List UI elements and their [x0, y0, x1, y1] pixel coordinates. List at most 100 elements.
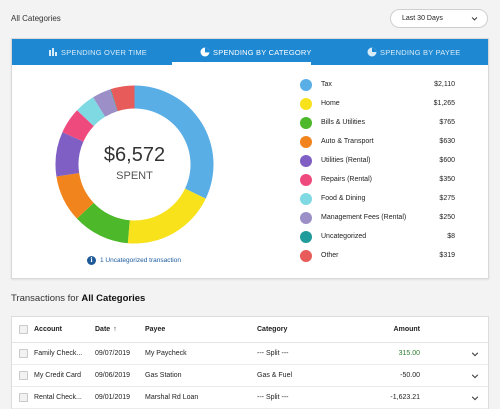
date-range-select[interactable]: Last 30 Days — [390, 9, 488, 28]
legend-color-swatch — [300, 155, 312, 167]
total-spent-amount: $6,572 — [103, 144, 166, 166]
donut-slice[interactable] — [127, 188, 206, 244]
legend-color-swatch — [300, 174, 312, 186]
active-tab-indicator — [172, 62, 311, 65]
legend-category-name: Other — [321, 252, 339, 259]
row-category: Gas & Fuel — [257, 372, 293, 379]
legend-item[interactable]: Uncategorized $8 — [300, 229, 455, 248]
column-header-amount[interactable]: Amount — [393, 326, 420, 333]
legend-color-swatch — [300, 98, 312, 110]
tab-label: SPENDING OVER TIME — [61, 47, 147, 57]
donut-slice[interactable] — [77, 97, 106, 127]
donut-slice[interactable] — [56, 172, 94, 219]
legend-color-swatch — [300, 79, 312, 91]
donut-slice[interactable] — [93, 89, 118, 117]
select-all-checkbox[interactable] — [19, 325, 28, 334]
row-category: --- Split --- — [257, 350, 289, 357]
row-account: Rental Check... — [34, 394, 82, 401]
uncategorized-transaction-link[interactable]: i 1 Uncategorized transaction — [87, 256, 181, 265]
legend-category-amount: $350 — [439, 176, 455, 183]
spending-card: SPENDING OVER TIME SPENDING BY CATEGORY … — [11, 38, 489, 279]
expand-chevron-icon[interactable] — [471, 394, 479, 402]
row-payee: My Paycheck — [145, 350, 187, 357]
legend-item[interactable]: Management Fees (Rental) $250 — [300, 210, 455, 229]
table-row[interactable]: Rental Check... 09/01/2019 Marshal Rd Loan… — [12, 387, 488, 409]
tab-spending-by-payee[interactable]: SPENDING BY PAYEE — [367, 39, 461, 65]
table-row[interactable]: My Credit Card 09/06/2019 Gas Station Gas &… — [12, 365, 488, 387]
row-payee: Marshal Rd Loan — [145, 394, 199, 401]
total-spent-label: SPENT — [116, 170, 153, 182]
expand-chevron-icon[interactable] — [471, 372, 479, 380]
table-row[interactable]: Family Check... 09/07/2019 My Paycheck --- … — [12, 343, 488, 365]
legend-category-amount: $600 — [439, 157, 455, 164]
table-header: Account Date ↑ Payee Category Amount — [12, 317, 488, 343]
column-header-date[interactable]: Date ↑ — [95, 317, 117, 342]
legend-category-amount: $275 — [439, 195, 455, 202]
legend-item[interactable]: Utilities (Rental) $600 — [300, 153, 455, 172]
row-account: My Credit Card — [34, 372, 82, 379]
legend-item[interactable]: Auto & Transport $630 — [300, 134, 455, 153]
row-date: 09/06/2019 — [95, 372, 131, 379]
donut-slice[interactable] — [110, 89, 118, 112]
legend-color-swatch — [300, 231, 312, 243]
column-header-payee[interactable]: Payee — [145, 326, 166, 333]
legend-color-swatch — [300, 193, 312, 205]
pie-chart-icon — [200, 47, 210, 57]
legend-item[interactable]: Bills & Utilities $765 — [300, 115, 455, 134]
donut-slice[interactable] — [55, 132, 84, 177]
legend-category-name: Food & Dining — [321, 195, 366, 202]
legend-category-name: Tax — [321, 81, 332, 88]
row-date: 09/07/2019 — [95, 350, 131, 357]
row-checkbox[interactable] — [19, 371, 28, 380]
legend-category-amount: $630 — [439, 138, 455, 145]
donut-slice[interactable] — [134, 85, 214, 199]
row-account: Family Check... — [34, 350, 83, 357]
row-amount: -1,623.21 — [390, 394, 420, 401]
info-icon: i — [87, 256, 96, 265]
legend-category-amount: $2,110 — [434, 81, 455, 88]
legend-item[interactable]: Food & Dining $275 — [300, 191, 455, 210]
legend-category-name: Auto & Transport — [321, 138, 374, 145]
legend-item[interactable]: Other $319 — [300, 248, 455, 267]
row-checkbox[interactable] — [19, 393, 28, 402]
column-header-account[interactable]: Account — [34, 326, 62, 333]
legend-item[interactable]: Home $1,265 — [300, 96, 455, 115]
top-bar: All Categories Last 30 Days — [0, 0, 500, 38]
legend-color-swatch — [300, 136, 312, 148]
page-title: All Categories — [11, 14, 61, 23]
uncategorized-link-text: 1 Uncategorized transaction — [100, 257, 181, 264]
legend-category-amount: $1,265 — [433, 100, 455, 107]
bar-chart-icon — [49, 48, 57, 56]
expand-chevron-icon[interactable] — [471, 350, 479, 358]
tab-label: SPENDING BY PAYEE — [380, 47, 461, 57]
tab-spending-over-time[interactable]: SPENDING OVER TIME — [48, 39, 147, 65]
transactions-heading-prefix: Transactions for — [11, 293, 79, 304]
donut-slice[interactable] — [110, 85, 135, 112]
legend-item[interactable]: Tax $2,110 — [300, 77, 455, 96]
chevron-down-icon — [471, 17, 478, 21]
legend-category-amount: $8 — [447, 233, 455, 240]
tab-spending-by-category[interactable]: SPENDING BY CATEGORY — [200, 39, 312, 65]
legend-color-swatch — [300, 117, 312, 129]
tab-bar: SPENDING OVER TIME SPENDING BY CATEGORY … — [12, 39, 488, 65]
donut-slice[interactable] — [62, 110, 94, 142]
transactions-table: Account Date ↑ Payee Category Amount Fam… — [11, 316, 489, 409]
row-amount: -50.00 — [400, 372, 420, 379]
legend-item[interactable]: Repairs (Rental) $350 — [300, 172, 455, 191]
sort-arrow-up-icon: ↑ — [113, 326, 117, 333]
legend-category-name: Management Fees (Rental) — [321, 214, 407, 221]
row-date: 09/01/2019 — [95, 394, 131, 401]
donut-slice[interactable] — [76, 202, 130, 244]
row-payee: Gas Station — [145, 372, 182, 379]
tab-label: SPENDING BY CATEGORY — [213, 47, 312, 57]
legend-category-name: Utilities (Rental) — [321, 157, 371, 164]
row-checkbox[interactable] — [19, 349, 28, 358]
legend-category-amount: $250 — [439, 214, 455, 221]
category-donut-chart[interactable] — [53, 83, 216, 246]
column-header-date-label: Date — [95, 326, 111, 333]
legend-color-swatch — [300, 250, 312, 262]
column-header-category[interactable]: Category — [257, 326, 288, 333]
pie-chart-icon — [367, 47, 377, 57]
transactions-heading-category: All Categories — [81, 293, 146, 304]
legend-category-name: Bills & Utilities — [321, 119, 365, 126]
